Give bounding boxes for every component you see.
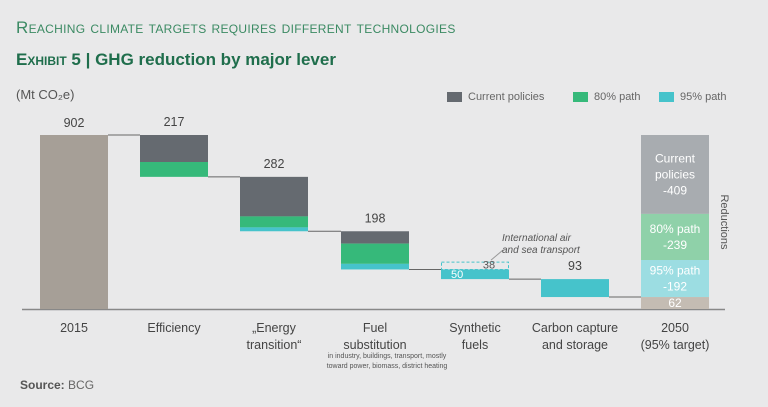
bar-segment-current <box>341 231 409 244</box>
x-tick-label: Fuel <box>363 321 387 335</box>
unit-label: (Mt CO₂e) <box>16 87 75 102</box>
x-tick-label: 2015 <box>60 321 88 335</box>
legend-current: Current policies <box>447 91 544 103</box>
bar-2015 <box>40 135 108 309</box>
source: Source: BCG <box>20 378 94 392</box>
bar-segment-current <box>240 176 308 217</box>
data-label: 282 <box>264 157 285 171</box>
x-tick-label: Synthetic <box>449 321 500 335</box>
data-label: 93 <box>568 259 582 273</box>
segment-label: 62 <box>668 296 682 310</box>
supertitle: Reaching climate targets requires differ… <box>16 18 456 37</box>
bar-segment-p95 <box>441 269 509 280</box>
legend-label: Current policies <box>468 91 545 103</box>
segment-label: -409 <box>663 183 687 197</box>
legend-swatch-95 <box>659 92 674 102</box>
legend-label: 95% path <box>680 91 727 103</box>
segment-label: 80% path <box>650 222 701 236</box>
bar-2050-segment <box>641 260 709 298</box>
bar-segment-current <box>140 135 208 163</box>
segment-label: Current <box>655 151 696 165</box>
x-tick-label: fuels <box>462 338 488 352</box>
exhibit-number: Exhibit 5 <box>16 50 81 69</box>
category-note: toward power, biomass, district heating <box>327 363 448 370</box>
x-tick-label: substitution <box>343 338 406 352</box>
x-tick-label: 2050 <box>661 321 689 335</box>
annotation-line <box>490 249 504 261</box>
dashed-extra-bar <box>441 261 509 270</box>
segment-label: -239 <box>663 238 687 252</box>
segment-label: 95% path <box>650 264 701 278</box>
bar-segment-p80 <box>140 162 208 177</box>
bar-2050-segment <box>641 297 709 309</box>
data-label: 217 <box>164 115 185 129</box>
bar-segment-p80 <box>240 216 308 228</box>
x-tick-label: Efficiency <box>147 321 201 335</box>
annotation-text: International air <box>502 233 572 244</box>
title-text: GHG reduction by major lever <box>95 50 336 69</box>
segment-label: policies <box>655 167 695 181</box>
legend-swatch-current <box>447 92 462 102</box>
x-tick-label: Carbon capture <box>532 321 618 335</box>
bar-segment-p95 <box>541 279 609 298</box>
data-label: 198 <box>365 211 386 225</box>
legend-95: 95% path <box>659 91 726 103</box>
data-label: 902 <box>64 116 85 130</box>
legend-label: 80% path <box>594 91 641 103</box>
side-label: Reductions <box>718 194 730 250</box>
bar-2050-segment <box>641 213 709 261</box>
x-tick-label: and storage <box>542 338 608 352</box>
annotation-text: and sea transport <box>502 245 581 256</box>
segment-label: -192 <box>663 280 687 294</box>
source-value: BCG <box>68 378 95 392</box>
bar-2050-segment <box>641 135 709 214</box>
x-tick-label: transition“ <box>247 338 302 352</box>
source-label: Source: <box>20 378 65 392</box>
bar-segment-p95 <box>240 227 308 232</box>
extra-label: 38 <box>483 259 495 271</box>
legend-swatch-80 <box>573 92 588 102</box>
data-label: 50 <box>451 269 463 281</box>
x-tick-label: (95% target) <box>641 338 710 352</box>
legend-80: 80% path <box>573 91 640 103</box>
chart-title: Exhibit 5 | GHG reduction by major lever <box>16 50 336 69</box>
bar-segment-p95 <box>341 263 409 270</box>
x-tick-label: „Energy <box>252 321 297 335</box>
category-note: in industry, buildings, transport, mostl… <box>328 353 447 360</box>
bar-segment-p80 <box>341 243 409 264</box>
